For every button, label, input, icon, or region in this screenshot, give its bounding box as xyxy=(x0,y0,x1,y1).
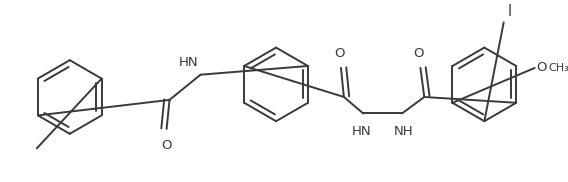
Text: O: O xyxy=(334,47,344,60)
Text: I: I xyxy=(508,3,512,19)
Text: HN: HN xyxy=(179,56,199,69)
Text: O: O xyxy=(161,139,172,152)
Text: O: O xyxy=(537,61,547,74)
Text: NH: NH xyxy=(394,125,414,138)
Text: CH₃: CH₃ xyxy=(548,63,568,73)
Text: O: O xyxy=(413,47,424,60)
Text: HN: HN xyxy=(352,125,371,138)
